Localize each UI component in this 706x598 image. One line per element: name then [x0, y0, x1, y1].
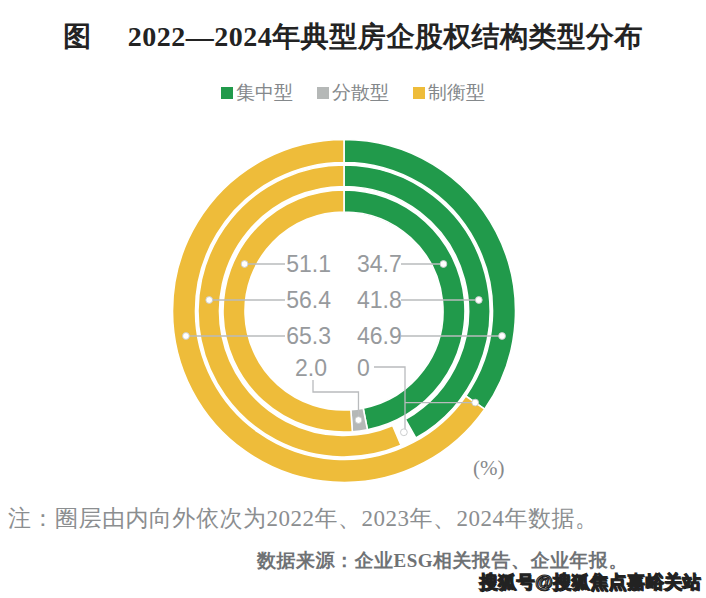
value-label-dispersed-inner: 2.0: [295, 353, 327, 383]
value-label-balanced-2023: 56.4: [286, 285, 331, 315]
value-label-concentrated-row2: 41.8: [357, 285, 402, 315]
value-label-dispersed-outer: 0: [357, 353, 370, 383]
value-label-balanced-2024: 65.3: [286, 321, 331, 351]
note-text: 注：圈层由内向外依次为2022年、2023年、2024年数据。: [8, 503, 599, 534]
watermark-text: 搜狐号@搜狐焦点嘉峪关站: [479, 570, 701, 594]
value-label-concentrated-row1: 34.7: [357, 249, 402, 279]
page: 图 2022—2024年典型房企股权结构类型分布 集中型 分散型 制衡型 51.…: [0, 0, 706, 598]
value-label-balanced-2022: 51.1: [286, 249, 331, 279]
unit-label: (%): [473, 456, 504, 481]
value-label-concentrated-row3: 46.9: [357, 321, 402, 351]
